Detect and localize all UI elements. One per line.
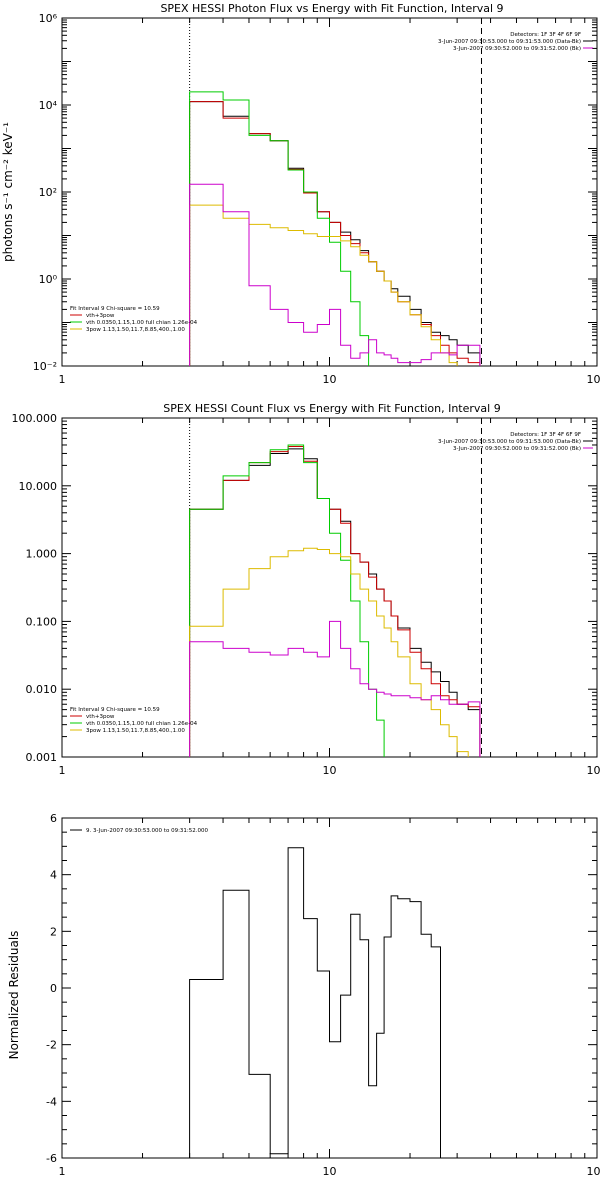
chart-title: SPEX HESSI Photon Flux vs Energy with Fi…	[160, 2, 503, 15]
legend-entry: 3-Jun-2007 09:30:53.000 to 09:31:53.000 …	[438, 439, 581, 445]
plot-area: 1 10 100 -6 -4 -2 0 2 4 6 9. 3-Jun-2007 09:30:53.0…	[46, 812, 600, 1178]
y-tick-label: 0.010	[26, 683, 58, 696]
series-step-line	[189, 101, 481, 366]
series-group	[189, 847, 441, 1158]
panel-residuals: Normalized Residuals 1 10 100 -6 -4 -2 0 2 4 6 9. …	[7, 812, 600, 1178]
series-step-line	[189, 620, 481, 757]
panel-photon-flux: SPEX HESSI Photon Flux vs Energy with Fi…	[1, 2, 600, 386]
y-tick-label: 0.001	[26, 751, 58, 764]
y-tick-label: 0	[50, 982, 57, 995]
y-tick-label: 10.000	[19, 480, 58, 493]
y-tick-label: 10⁴	[39, 99, 58, 112]
x-tick-label: 100	[587, 1165, 600, 1178]
legend-entry: 3pow 1.13,1.50,11.7,8.85,400.,1.00	[86, 327, 185, 333]
series-step-line	[189, 446, 481, 757]
legend-entry: 3pow 1.13,1.50,11.7,8.85,400.,1.00	[86, 728, 185, 734]
series-step-line	[189, 547, 469, 757]
x-tick-label: 1	[59, 764, 66, 777]
y-tick-label: -4	[46, 1095, 57, 1108]
y-tick-label: 100.000	[12, 412, 58, 425]
y-tick-label: -2	[46, 1039, 57, 1052]
y-tick-label: 0.100	[26, 615, 58, 628]
x-tick-label: 10	[323, 764, 337, 777]
series-step-line	[189, 91, 370, 366]
legend-entry: vth+3pow	[86, 313, 115, 319]
legend-entry: vth 0.0350,1.15,1.00 full chian 1.26e-04	[86, 721, 198, 727]
y-tick-label: 2	[50, 925, 57, 938]
series-step-line	[189, 847, 441, 1158]
y-tick-label: 10²	[39, 186, 57, 199]
y-tick-label: 1.000	[26, 548, 58, 561]
legend-entry: vth 0.0350,1.15,1.00 full chian 1.26e-04	[86, 320, 198, 326]
legend-entry: Fit Interval 9 Chi-square = 10.59	[70, 306, 160, 312]
x-tick-label: 10	[323, 1165, 337, 1178]
y-tick-label: 10⁻²	[33, 360, 57, 373]
legend-entry: 9. 3-Jun-2007 09:30:53.000 to 09:31:52.0…	[86, 828, 209, 834]
series-group	[189, 91, 481, 366]
legend-entry: vth+3pow	[86, 714, 115, 720]
x-tick-label: 1	[59, 1165, 66, 1178]
chart-title: SPEX HESSI Count Flux vs Energy with Fit…	[163, 402, 500, 415]
x-tick-label: 100	[587, 373, 600, 386]
series-group	[189, 444, 481, 757]
series-step-line	[189, 448, 481, 757]
x-tick-label: 100	[587, 764, 600, 777]
y-tick-label: -6	[46, 1152, 57, 1165]
y-tick-label: 10⁰	[39, 273, 58, 286]
y-tick-label: 10⁶	[39, 12, 58, 25]
series-step-line	[189, 444, 385, 757]
x-tick-label: 10	[323, 373, 337, 386]
legend-entry: 3-Jun-2007 09:30:53.000 to 09:31:53.000 …	[438, 39, 581, 45]
y-tick-label: 6	[50, 812, 57, 825]
plot-area: 1 10 100 0.001 0.010 0.100 1.000 10.000 100.000 D…	[12, 412, 600, 777]
legend-entry: 3-Jun-2007 09:30:52.000 to 09:31:52.000 …	[453, 446, 581, 452]
panel-count-flux: SPEX HESSI Count Flux vs Energy with Fit…	[12, 402, 600, 777]
series-step-line	[189, 183, 481, 366]
legend-entry: 3-Jun-2007 09:30:52.000 to 09:31:52.000 …	[453, 46, 581, 52]
y-tick-label: 4	[50, 869, 57, 882]
legend-entry: Fit Interval 9 Chi-square = 10.59	[70, 707, 160, 713]
legend-entry: Detectors: 1F 3F 4F 6F 9F	[510, 432, 581, 438]
legend-entry: Detectors: 1F 3F 4F 6F 9F	[510, 32, 581, 38]
series-step-line	[189, 101, 481, 366]
y-axis-label: Normalized Residuals	[7, 931, 21, 1060]
y-axis-label: photons s⁻¹ cm⁻² keV⁻¹	[1, 122, 15, 262]
x-tick-label: 1	[59, 373, 66, 386]
plot-area: 1 10 100 10⁻² 10⁰ 10² 10⁴ 10⁶ Detectors: 1F 3F 4…	[33, 12, 600, 386]
